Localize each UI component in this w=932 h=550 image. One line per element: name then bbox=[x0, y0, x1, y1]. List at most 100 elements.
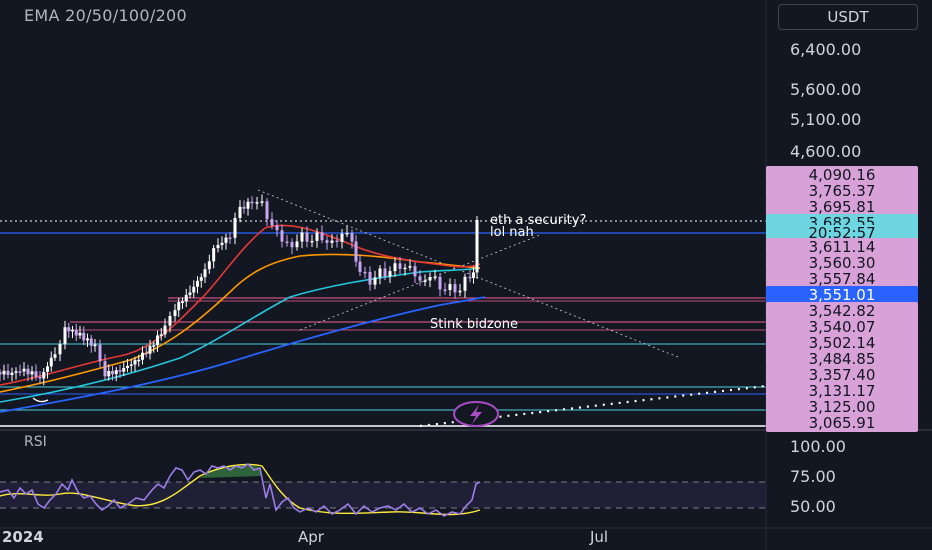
price-axis-label: 4,600.00 bbox=[790, 142, 862, 161]
candle-body bbox=[423, 280, 427, 282]
candle-body bbox=[220, 242, 224, 245]
candle-body bbox=[238, 206, 242, 218]
candle-body bbox=[388, 271, 392, 277]
annotation-eth-line2[interactable]: lol nah bbox=[490, 225, 534, 240]
candle-body bbox=[6, 370, 10, 375]
candle-body bbox=[34, 371, 38, 377]
candle-body bbox=[26, 368, 30, 375]
candle-body bbox=[265, 201, 269, 220]
candle-body bbox=[14, 371, 18, 373]
price-tag: 3,540.07 bbox=[766, 318, 918, 336]
price-tag: 3,542.82 bbox=[766, 302, 918, 320]
candle-body bbox=[122, 368, 126, 372]
candle-body bbox=[373, 277, 377, 285]
candle-body bbox=[42, 371, 46, 379]
price-axis-label: 5,600.00 bbox=[790, 80, 862, 99]
candle-body bbox=[246, 201, 250, 209]
annotation-stink-bid[interactable]: Stink bidzone bbox=[430, 317, 518, 332]
price-tag: 3,695.81 bbox=[766, 198, 918, 216]
candle-body bbox=[173, 310, 177, 316]
candle-body bbox=[58, 344, 62, 355]
horizontal-levels bbox=[0, 220, 766, 427]
candle-body bbox=[290, 241, 294, 248]
candle-body bbox=[188, 292, 192, 295]
candle-body bbox=[285, 241, 289, 244]
rsi-line bbox=[0, 462, 481, 517]
rsi-axis-label: 75.00 bbox=[790, 467, 836, 486]
candle-body bbox=[228, 237, 232, 240]
candle-body bbox=[295, 241, 299, 248]
candle-body bbox=[196, 280, 199, 287]
time-axis-label: Jul bbox=[590, 528, 609, 546]
rsi-axis-label: 100.00 bbox=[790, 437, 846, 456]
candle-body bbox=[463, 276, 467, 291]
candle-body bbox=[345, 232, 349, 235]
candle-body bbox=[472, 272, 475, 279]
candle-body bbox=[168, 315, 172, 326]
candle-body bbox=[275, 225, 279, 231]
candle-body bbox=[224, 237, 228, 243]
price-axis-label: 6,400.00 bbox=[790, 40, 862, 59]
candle-body bbox=[137, 359, 141, 362]
annotation-eth-line1[interactable]: eth a security? bbox=[490, 213, 587, 228]
selected-price-tag: 3,551.01 bbox=[766, 286, 918, 304]
candle-body bbox=[242, 206, 246, 209]
candle-body bbox=[93, 344, 97, 347]
candle-body bbox=[10, 372, 14, 375]
candle-body bbox=[354, 241, 358, 262]
candle-body bbox=[408, 266, 412, 268]
candle-body bbox=[255, 202, 259, 204]
candle-body bbox=[340, 233, 344, 242]
candle-body bbox=[152, 345, 156, 347]
indicator-label[interactable]: EMA 20/50/100/200 bbox=[24, 6, 188, 25]
candle-body bbox=[453, 284, 457, 293]
candle-body bbox=[71, 329, 74, 332]
candle-body bbox=[393, 263, 397, 272]
rsi-pane bbox=[0, 462, 766, 517]
candle-body bbox=[74, 329, 78, 336]
candle-body bbox=[212, 248, 216, 262]
candle-body bbox=[53, 354, 57, 358]
candle-body bbox=[133, 360, 137, 365]
currency-button[interactable]: USDT bbox=[778, 4, 918, 30]
candle-body bbox=[30, 371, 34, 375]
rsi-axis-label: 50.00 bbox=[790, 497, 836, 516]
trendline-ascending bbox=[299, 234, 541, 331]
candle-body bbox=[216, 244, 220, 249]
candle-body bbox=[233, 217, 237, 238]
candle-body bbox=[177, 302, 181, 311]
candle-body bbox=[398, 263, 402, 269]
price-tag: 3,131.17 bbox=[766, 382, 918, 400]
candle-body bbox=[18, 371, 22, 373]
candle-body bbox=[403, 267, 407, 270]
candle-body bbox=[468, 276, 472, 279]
rsi-label[interactable]: RSI bbox=[24, 434, 47, 450]
candle-body bbox=[156, 335, 159, 346]
price-tag: 3,484.85 bbox=[766, 350, 918, 368]
price-tag: 3,357.40 bbox=[766, 366, 918, 384]
candle-body bbox=[67, 327, 71, 332]
trendlines bbox=[32, 189, 767, 428]
price-tag: 3,125.00 bbox=[766, 398, 918, 416]
price-candles bbox=[0, 194, 479, 386]
candle-body bbox=[63, 327, 67, 345]
candle-body bbox=[358, 261, 362, 272]
candle-body bbox=[148, 345, 152, 354]
candle-body bbox=[280, 230, 284, 242]
price-tag: 3,502.14 bbox=[766, 334, 918, 352]
candle-body bbox=[315, 232, 319, 241]
candle-body bbox=[330, 240, 334, 243]
candle-body bbox=[310, 240, 314, 243]
candle-body bbox=[270, 219, 274, 226]
time-axis-label: Apr bbox=[298, 528, 324, 546]
price-tag: 3,065.91 bbox=[766, 414, 918, 432]
candle-body bbox=[181, 301, 184, 304]
candle-body bbox=[89, 338, 93, 346]
ema-200-line bbox=[0, 296, 486, 413]
candle-body bbox=[82, 332, 86, 341]
candle-body bbox=[433, 276, 437, 279]
lightning-bolt-icon[interactable] bbox=[453, 401, 499, 427]
candle-body bbox=[250, 201, 254, 204]
candle-body bbox=[320, 232, 324, 241]
